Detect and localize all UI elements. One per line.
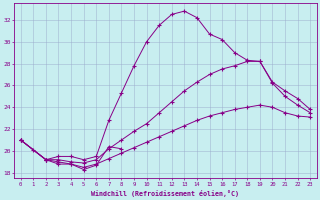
X-axis label: Windchill (Refroidissement éolien,°C): Windchill (Refroidissement éolien,°C) <box>92 190 239 197</box>
